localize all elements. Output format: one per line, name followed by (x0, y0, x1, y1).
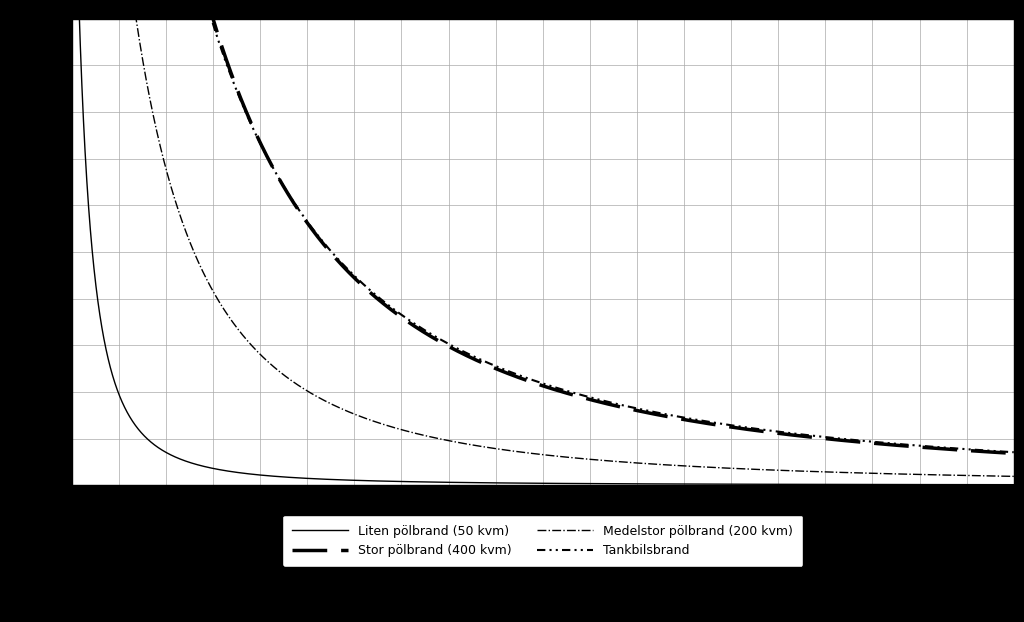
Legend: Liten pölbrand (50 kvm), Stor pölbrand (400 kvm), Medelstor pölbrand (200 kvm), : Liten pölbrand (50 kvm), Stor pölbrand (… (283, 515, 803, 567)
